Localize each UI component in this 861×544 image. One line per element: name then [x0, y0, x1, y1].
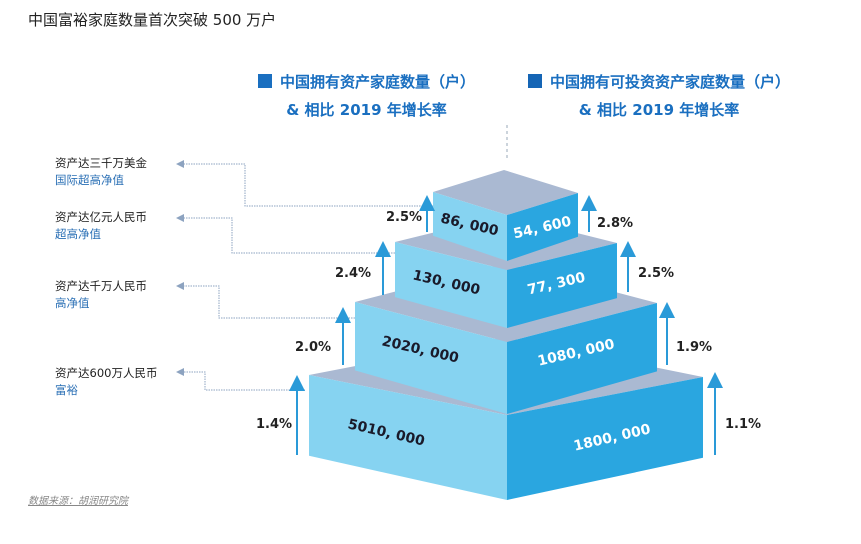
tier-threshold: 资产达千万人民币	[55, 279, 147, 293]
tier-top-face	[433, 170, 578, 215]
tier-threshold: 资产达三千万美金	[55, 156, 147, 170]
connector-line	[176, 368, 305, 391]
tier-left-face	[309, 375, 507, 500]
tier-category: 超高净值	[55, 227, 101, 241]
tier-right-face	[507, 243, 617, 328]
tier-right-face	[507, 303, 657, 414]
tier-label: 资产达600万人民币 富裕	[55, 365, 157, 399]
data-source: 数据来源：胡润研究院	[28, 496, 128, 507]
growth-households: 1.4%	[256, 417, 293, 432]
tier-label: 资产达亿元人民币 超高净值	[55, 209, 147, 243]
legend-households-line1: 中国拥有资产家庭数量（户）	[280, 73, 476, 91]
tier-right-face	[507, 377, 703, 500]
legend-households: 中国拥有资产家庭数量（户） & 相比 2019 年增长率	[258, 68, 475, 124]
connector-line	[176, 160, 433, 207]
growth-investable: 2.8%	[597, 216, 634, 231]
tier-label: 资产达三千万美金 国际超高净值	[55, 155, 147, 189]
tier-category: 富裕	[55, 383, 78, 397]
legend-investable: 中国拥有可投资资产家庭数量（户） & 相比 2019 年增长率	[528, 68, 790, 124]
legend-square-icon	[258, 74, 272, 88]
growth-investable: 1.1%	[725, 417, 762, 432]
tier-right-face	[507, 193, 578, 261]
legend-square-icon	[528, 74, 542, 88]
page-title: 中国富裕家庭数量首次突破 500 万户	[28, 11, 277, 29]
tier-threshold: 资产达亿元人民币	[55, 210, 147, 224]
legend-investable-line2: & 相比 2019 年增长率	[578, 101, 740, 119]
legend-households-line2: & 相比 2019 年增长率	[286, 101, 447, 119]
tier-threshold: 资产达600万人民币	[55, 366, 158, 380]
legend-investable-line1: 中国拥有可投资资产家庭数量（户）	[550, 73, 791, 91]
connector-line	[176, 214, 395, 254]
tier-left-face	[355, 302, 507, 414]
tier-category: 国际超高净值	[55, 173, 124, 187]
growth-investable: 1.9%	[676, 340, 713, 355]
tier-left-face	[433, 192, 507, 261]
tier-left-face	[395, 242, 507, 328]
tier-category: 高净值	[55, 296, 90, 310]
tier-label: 资产达千万人民币 高净值	[55, 278, 147, 312]
growth-households: 2.5%	[386, 210, 423, 225]
growth-households: 2.0%	[295, 340, 332, 355]
growth-households: 2.4%	[335, 266, 372, 281]
growth-investable: 2.5%	[638, 266, 675, 281]
connector-line	[176, 282, 355, 319]
